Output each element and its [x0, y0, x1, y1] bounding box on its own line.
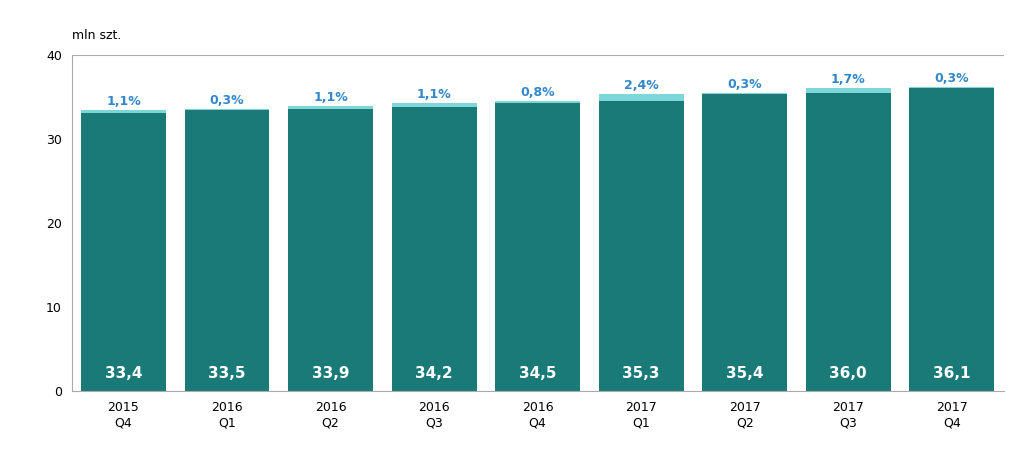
- Text: 36,1: 36,1: [933, 366, 971, 381]
- Bar: [496, 103, 580, 391]
- Bar: [806, 88, 891, 93]
- Bar: [391, 106, 476, 391]
- Bar: [806, 93, 891, 391]
- Bar: [184, 109, 269, 110]
- Text: 2,4%: 2,4%: [624, 79, 658, 92]
- Bar: [391, 103, 476, 106]
- Bar: [702, 94, 787, 391]
- Bar: [599, 94, 684, 101]
- Bar: [81, 113, 166, 391]
- Bar: [288, 109, 373, 391]
- Bar: [909, 87, 994, 88]
- Text: 35,3: 35,3: [623, 366, 659, 381]
- Text: 1,1%: 1,1%: [106, 95, 141, 108]
- Text: 0,3%: 0,3%: [210, 94, 245, 107]
- Bar: [702, 93, 787, 94]
- Bar: [496, 101, 580, 103]
- Text: 33,9: 33,9: [311, 366, 349, 381]
- Text: 0,3%: 0,3%: [935, 72, 969, 86]
- Bar: [81, 110, 166, 113]
- Bar: [288, 106, 373, 109]
- Text: 33,4: 33,4: [104, 366, 142, 381]
- Text: mln szt.: mln szt.: [72, 29, 121, 42]
- Bar: [599, 101, 684, 391]
- Text: 1,1%: 1,1%: [313, 91, 348, 104]
- Text: 34,2: 34,2: [416, 366, 453, 381]
- Text: 33,5: 33,5: [208, 366, 246, 381]
- Text: 35,4: 35,4: [726, 366, 764, 381]
- Bar: [909, 88, 994, 391]
- Text: 1,7%: 1,7%: [830, 73, 865, 86]
- Text: 0,8%: 0,8%: [520, 86, 555, 99]
- Text: 1,1%: 1,1%: [417, 88, 452, 101]
- Text: 34,5: 34,5: [519, 366, 556, 381]
- Bar: [184, 110, 269, 391]
- Text: 0,3%: 0,3%: [727, 78, 762, 91]
- Text: 36,0: 36,0: [829, 366, 867, 381]
